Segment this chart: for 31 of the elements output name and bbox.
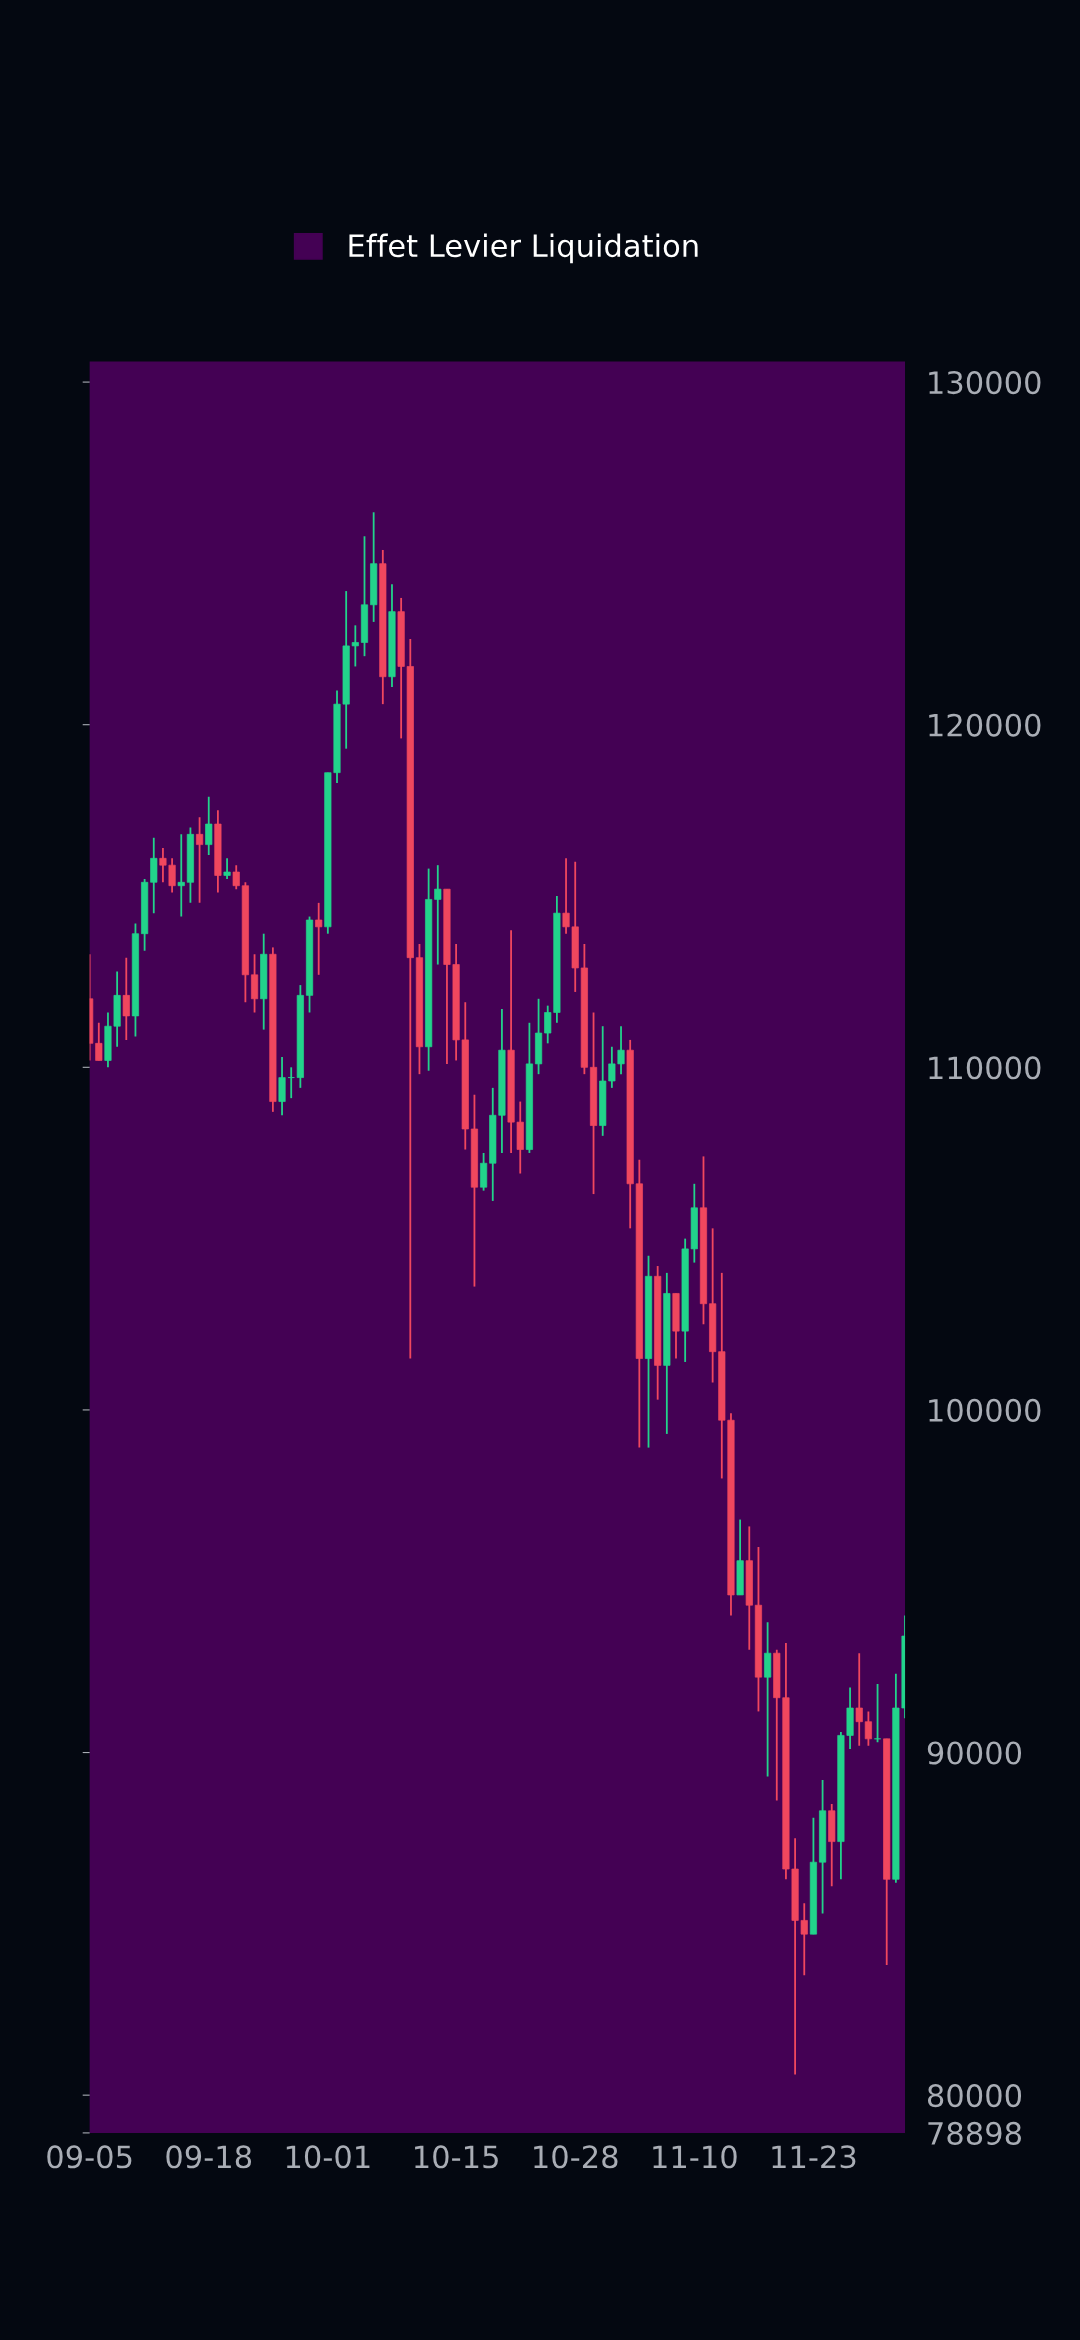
candlestick (764, 1621, 772, 1778)
candlestick (434, 864, 442, 966)
candlestick (315, 901, 323, 976)
candlestick (223, 857, 231, 880)
candlestick (864, 1710, 872, 1747)
y-tick-label: 120000 (929, 713, 1041, 737)
y-tick-label: 90000 (927, 1741, 1022, 1765)
x-tick-label: 10-15 (415, 2145, 498, 2169)
x-tick-label: 10-01 (286, 2145, 370, 2169)
candlestick (855, 1652, 863, 1747)
candlestick (480, 1152, 488, 1192)
x-tick-label: 09-05 (47, 2145, 132, 2169)
text: Effet Levier Liquidation (349, 233, 698, 264)
candlestick (122, 956, 130, 1041)
candlestick (150, 836, 158, 915)
candlestick (232, 864, 240, 891)
y-tick-label: 80000 (927, 2084, 1022, 2108)
candlestick (95, 1021, 103, 1062)
y-tick-label: 110000 (929, 1056, 1041, 1080)
candlestick (177, 833, 185, 918)
y-tick-label: 130000 (929, 371, 1041, 395)
candlestick (196, 816, 204, 904)
candlestick (251, 953, 259, 1014)
x-tick-label: 11-10 (653, 2145, 737, 2169)
y-tick-label: 100000 (929, 1398, 1041, 1422)
y-tick-label: 78898 (928, 2121, 1021, 2145)
x-tick-label: 10-28 (534, 2145, 618, 2169)
x-tick-label: 09-18 (166, 2145, 252, 2169)
x-tick-label: 11-23 (772, 2145, 856, 2169)
candlestick (874, 1683, 882, 1744)
candlestick (205, 795, 213, 856)
